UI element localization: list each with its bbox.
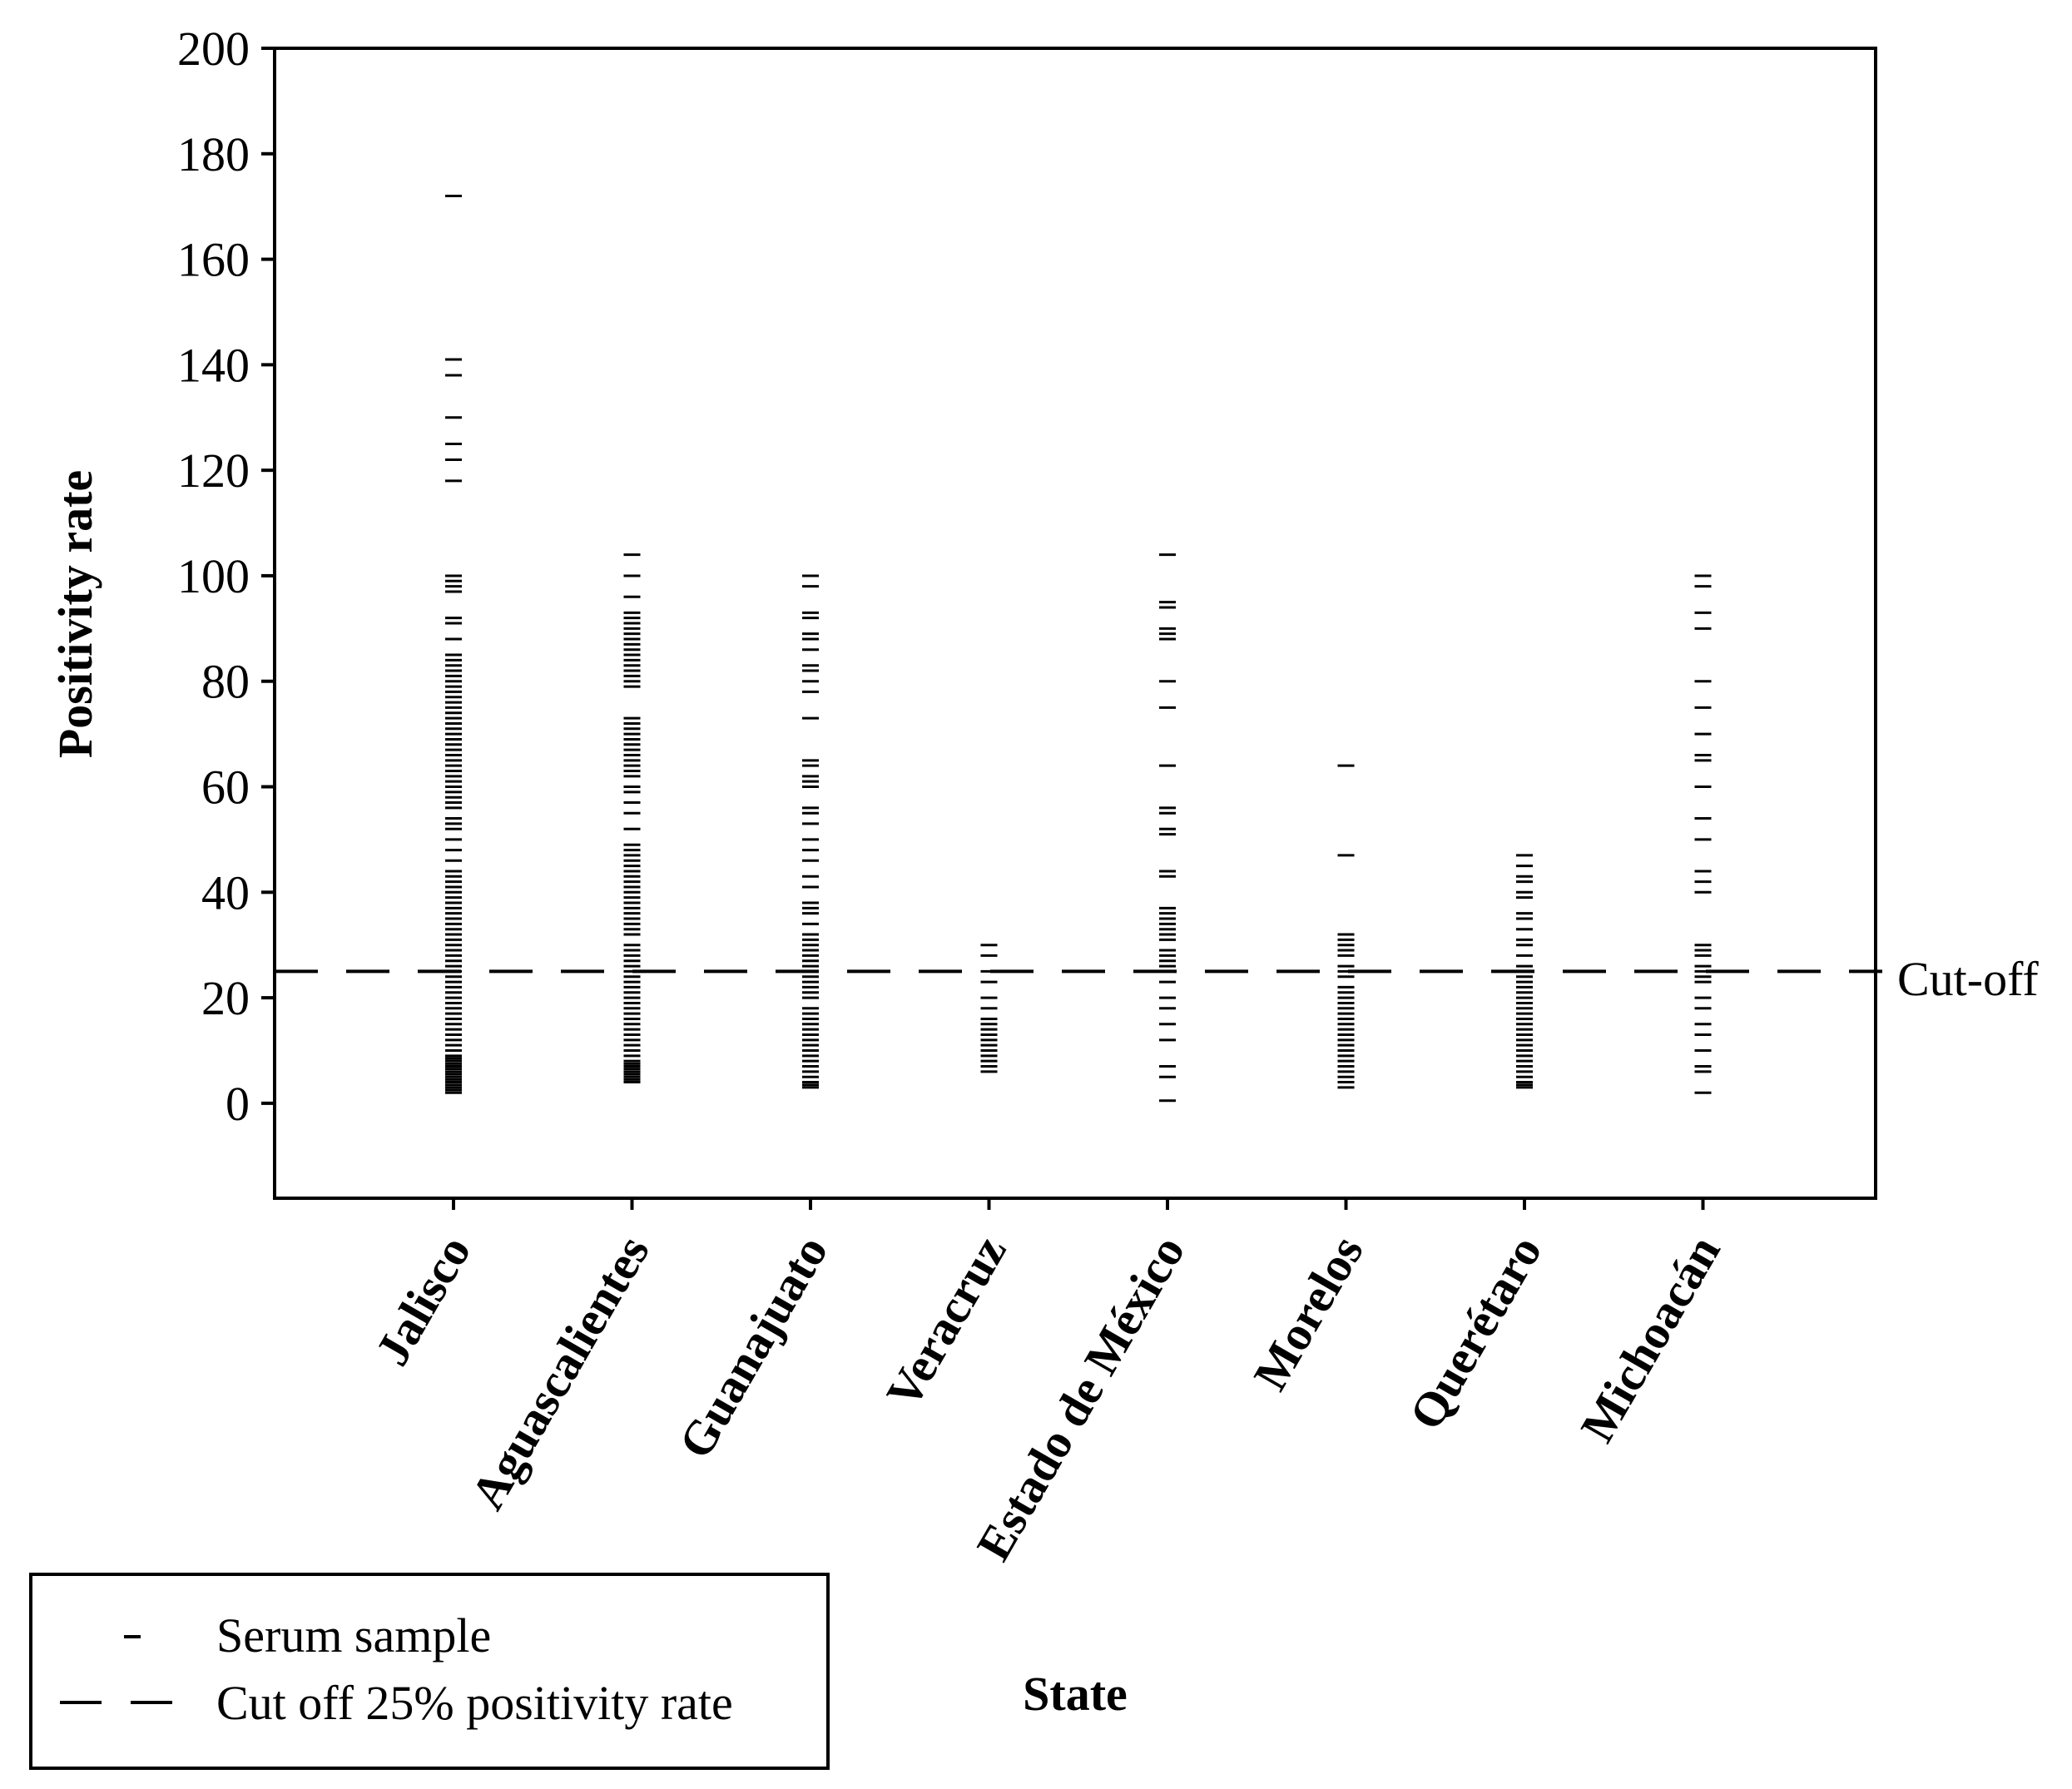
y-tick-label: 200	[177, 22, 250, 76]
legend: Serum sample Cut off 25% positivity rate	[29, 1573, 830, 1770]
legend-box	[29, 1573, 830, 1770]
legend-serum-sample-label: Serum sample	[216, 1608, 491, 1663]
legend-cutoff-label: Cut off 25% positivity rate	[216, 1676, 733, 1730]
y-tick-label: 20	[201, 971, 250, 1025]
y-tick-label: 60	[201, 761, 250, 815]
y-tick-label: 160	[177, 233, 250, 287]
y-axis-title: Positivity rate	[48, 470, 102, 758]
y-tick-label: 80	[201, 655, 250, 709]
y-tick-label: 0	[226, 1077, 250, 1131]
y-tick-label: 180	[177, 127, 250, 181]
plot-area	[273, 47, 1877, 1200]
y-tick-label: 100	[177, 549, 250, 603]
y-tick-label: 40	[201, 865, 250, 919]
y-tick-label: 140	[177, 338, 250, 392]
cutoff-label: Cut-off	[1897, 952, 2039, 1006]
x-axis-title: State	[1023, 1667, 1128, 1721]
y-tick-label: 120	[177, 444, 250, 498]
